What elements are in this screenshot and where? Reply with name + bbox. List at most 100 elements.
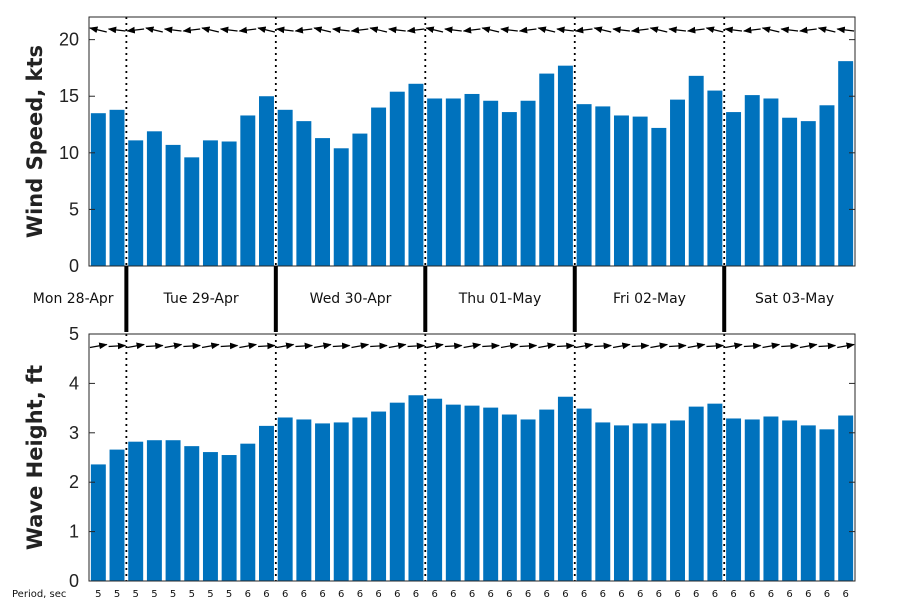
wave-direction-arrow xyxy=(407,342,426,350)
day-label: Tue 29-Apr xyxy=(163,291,239,307)
wind-bar xyxy=(838,61,854,266)
wind-direction-arrow xyxy=(257,26,276,34)
wind-direction-arrow xyxy=(686,26,705,34)
wind-y-axis-label: Wind Speed, kts xyxy=(23,45,47,238)
wave-direction-arrow xyxy=(706,342,725,350)
wind-bar xyxy=(744,95,760,266)
wave-bar xyxy=(539,409,555,581)
wind-bar xyxy=(819,105,835,266)
wave-direction-arrow xyxy=(89,342,108,350)
wave-direction-arrow xyxy=(594,342,613,350)
wind-bar xyxy=(445,98,461,267)
wind-direction-arrow xyxy=(817,26,836,34)
wave-direction-arrow xyxy=(127,342,145,350)
wind-bar xyxy=(202,140,218,266)
wave-direction-arrow xyxy=(631,342,650,350)
period-value-label: 6 xyxy=(338,589,344,600)
wave-direction-arrow xyxy=(519,342,538,350)
y-tick-label: 5 xyxy=(69,324,79,344)
period-value-label: 6 xyxy=(693,589,699,600)
wave-bar xyxy=(763,416,779,581)
wave-direction-arrow xyxy=(687,342,706,350)
wave-direction-arrow xyxy=(258,342,276,350)
wave-bar xyxy=(632,423,648,581)
period-value-label: 5 xyxy=(207,589,213,600)
wave-bar xyxy=(333,422,349,581)
wind-bar xyxy=(389,91,405,266)
period-value-label: 5 xyxy=(151,589,157,600)
wind-bar xyxy=(800,121,816,266)
wind-direction-arrow xyxy=(537,26,556,34)
wave-bar xyxy=(259,425,274,581)
wave-bar xyxy=(501,414,517,581)
wave-bar xyxy=(427,398,443,581)
wave-bar xyxy=(389,402,405,581)
wave-bar xyxy=(221,455,237,581)
wind-direction-arrow xyxy=(444,26,462,34)
wind-panel: 0 5 10 15 20 Wind Speed, kts xyxy=(23,16,856,276)
wind-bar xyxy=(632,116,648,266)
wave-bar xyxy=(707,403,723,581)
wind-direction-arrow xyxy=(406,26,425,34)
wind-bar xyxy=(371,107,387,266)
wave-bar xyxy=(819,429,835,581)
wave-direction-arrow xyxy=(314,342,332,350)
wave-bar xyxy=(464,405,480,581)
wind-direction-arrow xyxy=(724,26,743,34)
period-value-label: 6 xyxy=(525,589,531,600)
period-value-label: 6 xyxy=(562,589,568,600)
wave-direction-arrow xyxy=(332,342,351,350)
wave-direction-arrow xyxy=(183,342,201,350)
wind-direction-arrow xyxy=(350,26,369,34)
wave-direction-arrow xyxy=(762,342,781,350)
y-tick-label: 4 xyxy=(69,373,79,393)
wind-bar xyxy=(483,100,499,266)
wind-direction-arrow xyxy=(331,26,350,34)
period-value-label: 6 xyxy=(581,589,587,600)
period-value-label: 6 xyxy=(768,589,774,600)
wind-bar xyxy=(240,115,256,266)
wind-direction-arrow xyxy=(799,26,817,34)
period-value-label: 6 xyxy=(824,589,830,600)
period-value-label: 6 xyxy=(544,589,550,600)
wave-direction-arrow xyxy=(276,342,295,350)
wave-direction-arrow xyxy=(612,342,631,350)
wind-bar xyxy=(277,109,293,266)
period-value-label: 6 xyxy=(600,589,606,600)
wave-bar xyxy=(838,415,854,581)
period-value-label: 6 xyxy=(413,589,419,600)
period-value-label: 5 xyxy=(114,589,120,600)
period-value-label: 6 xyxy=(431,589,437,600)
wave-direction-arrow xyxy=(201,342,220,350)
wind-bar xyxy=(557,65,573,266)
wind-direction-arrow xyxy=(275,26,294,34)
wave-bar xyxy=(146,440,162,581)
wave-direction-arrow xyxy=(220,342,239,350)
wind-bar xyxy=(333,148,349,266)
wind-bar xyxy=(707,90,723,266)
wind-bar xyxy=(539,73,555,266)
wave-bar xyxy=(557,396,573,581)
wave-direction-arrow xyxy=(164,342,183,350)
wave-bar xyxy=(315,423,331,581)
wind-bar xyxy=(576,104,592,267)
wave-direction-arrow xyxy=(444,342,463,350)
wind-bar xyxy=(688,75,704,266)
wave-bar xyxy=(296,419,312,581)
wind-direction-arrow xyxy=(201,26,219,34)
wave-bar xyxy=(800,425,816,581)
wind-direction-arrow xyxy=(761,26,780,34)
wind-direction-arrow xyxy=(780,26,799,34)
wave-direction-arrow xyxy=(351,342,370,350)
wind-bar xyxy=(221,141,237,266)
period-value-label: 6 xyxy=(282,589,288,600)
y-tick-label: 20 xyxy=(59,30,79,50)
y-tick-label: 3 xyxy=(69,423,79,443)
wave-direction-arrow xyxy=(426,342,444,350)
wave-direction-arrow xyxy=(725,342,743,350)
wind-direction-arrow xyxy=(668,26,686,34)
wave-direction-arrow xyxy=(482,342,500,350)
wave-direction-arrow xyxy=(575,342,594,350)
wind-direction-arrow xyxy=(836,26,855,34)
